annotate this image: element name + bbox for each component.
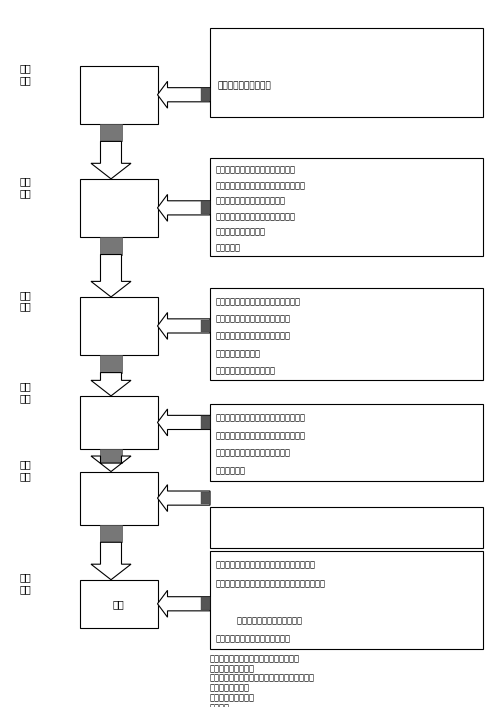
Bar [210,551,482,649]
Text: 劳动力配备: 劳动力配备 [216,243,241,252]
Bar [100,237,122,255]
Text: 验证钢筋规格、间距、钢筋笼直径、长度: 验证钢筋规格、间距、钢筋笼直径、长度 [216,431,306,440]
Polygon shape [91,542,131,580]
Polygon shape [91,255,131,297]
Polygon shape [91,456,131,472]
Bar [210,158,482,256]
Text: 组织质量意识及操作安全技术培训: 组织质量意识及操作安全技术培训 [216,332,291,341]
Bar [80,179,158,237]
Bar [201,492,210,505]
Bar [210,507,482,548]
Text: 准备
工作: 准备 工作 [20,64,32,85]
Text: 保护好轴线桩、高程桩及各桩位的十字中心线: 保护好轴线桩、高程桩及各桩位的十字中心线 [216,561,316,570]
Bar [100,124,122,141]
Bar [100,525,122,542]
Bar [210,404,482,481]
Text: 钢筋笼在制作、运输和安装中应采取措施防止变形: 钢筋笼在制作、运输和安装中应采取措施防止变形 [216,579,326,588]
Bar [201,597,210,610]
Text: 分部工程施工方案: 分部工程施工方案 [210,684,250,693]
Text: 放线、定位、做好测量基线及水准点: 放线、定位、做好测量基线及水准点 [216,212,296,221]
Text: 进行基础放线、基础钢筋绑扎、模板支设: 进行基础放线、基础钢筋绑扎、模板支设 [216,413,306,422]
Text: 质量
记录: 质量 记录 [20,573,32,594]
Text: 记录: 记录 [113,599,124,609]
Text: 清理现场障碍物，进行场地平整: 清理现场障碍物，进行场地平整 [216,197,286,206]
Polygon shape [158,409,210,436]
Text: 检验不合格时会同有关方共同处理: 检验不合格时会同有关方共同处理 [216,634,291,643]
Text: 成品
保护: 成品 保护 [20,382,32,403]
Polygon shape [158,312,210,339]
Text: 雨季施工措施: 雨季施工措施 [216,467,246,476]
Polygon shape [91,373,131,396]
Text: 编制基础施工方案及施工技术措施: 编制基础施工方案及施工技术措施 [216,315,291,323]
Bar [201,416,210,428]
Text: 施工日志: 施工日志 [210,703,230,707]
Text: 砂浆、混凝土配合比报告，试件、试块试验报告: 砂浆、混凝土配合比报告，试件、试块试验报告 [210,674,315,683]
Text: 原材料材质证明、合格证、抽样检验报告: 原材料材质证明、合格证、抽样检验报告 [210,654,300,663]
Text: 进行质量策划，编制项目质量保证计划: 进行质量策划，编制项目质量保证计划 [216,297,301,306]
Bar [80,396,158,449]
Bar [201,88,210,101]
Bar [210,288,482,380]
Text: 基础施工质量控制流程: 基础施工质量控制流程 [218,81,271,90]
Bar [201,320,210,332]
Text: 书面安全、技术交底: 书面安全、技术交底 [210,694,255,703]
Polygon shape [158,590,210,617]
Bar [80,580,158,628]
Text: 施工用机械、机具准备: 施工用机械、机具准备 [216,228,266,236]
Text: 供方评审及选择记录: 供方评审及选择记录 [210,664,255,673]
Bar [80,297,158,355]
Polygon shape [91,141,131,179]
Bar [210,28,482,117]
Bar [201,201,210,214]
Text: 施工
过程: 施工 过程 [20,290,32,311]
Bar [80,472,158,525]
Polygon shape [158,485,210,512]
Bar [100,449,122,463]
Bar [80,66,158,124]
Text: 组织工程质量安全技术交底: 组织工程质量安全技术交底 [216,366,276,375]
Polygon shape [158,194,210,221]
Text: 按工程质量检验标准验收质量: 按工程质量检验标准验收质量 [216,616,302,625]
Text: 进行材料准备，收集材质证明、委托试验: 进行材料准备，收集材质证明、委托试验 [216,181,306,190]
Text: 严格执行配合比，进行混凝土浇筑: 严格执行配合比，进行混凝土浇筑 [216,449,291,457]
Bar [100,355,122,373]
Polygon shape [158,81,210,108]
Text: 质量
评定: 质量 评定 [20,460,32,481]
Text: 组织操作工艺的交底: 组织操作工艺的交底 [216,349,261,358]
Text: 技术
交底: 技术 交底 [20,177,32,198]
Text: 学习操作规程、质量标准、审查图纸: 学习操作规程、质量标准、审查图纸 [216,165,296,175]
